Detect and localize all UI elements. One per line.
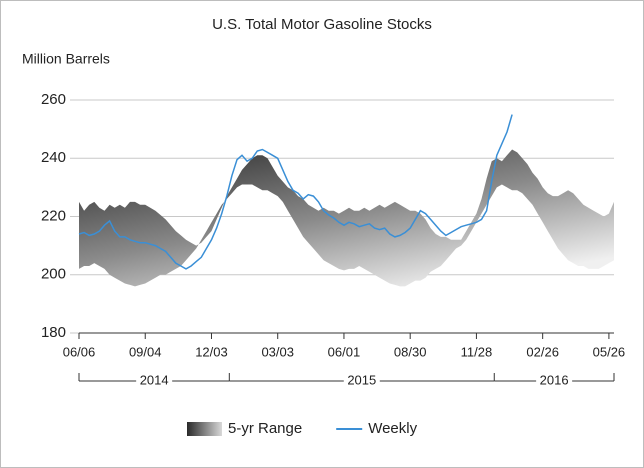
x-tick-label: 11/28 bbox=[461, 344, 493, 359]
year-label: 2015 bbox=[347, 372, 376, 387]
x-tick-label: 05/26 bbox=[593, 344, 626, 359]
x-tick-label: 06/01 bbox=[328, 344, 361, 359]
y-axis-label: Million Barrels bbox=[22, 51, 110, 67]
year-label-bg bbox=[536, 373, 573, 389]
year-label-bg bbox=[343, 373, 380, 389]
x-tick-label: 02/26 bbox=[526, 344, 559, 359]
y-tick-label: 200 bbox=[41, 266, 66, 283]
year-label-bg bbox=[136, 373, 173, 389]
weekly-line bbox=[78, 114, 513, 270]
y-tick-label: 180 bbox=[41, 324, 66, 341]
x-tick-label: 06/06 bbox=[63, 344, 96, 359]
y-tick-label: 220 bbox=[41, 207, 66, 224]
legend-swatch bbox=[187, 422, 222, 436]
x-tick-label: 12/03 bbox=[195, 344, 228, 359]
year-label: 2016 bbox=[540, 372, 569, 387]
x-tick-label: 03/03 bbox=[261, 344, 294, 359]
x-tick-label: 09/04 bbox=[129, 344, 162, 359]
chart-title: U.S. Total Motor Gasoline Stocks bbox=[212, 16, 432, 33]
year-label: 2014 bbox=[140, 372, 169, 387]
y-tick-label: 240 bbox=[41, 149, 66, 166]
y-tick-label: 260 bbox=[41, 91, 66, 108]
range-band bbox=[79, 149, 614, 287]
x-tick-label: 08/30 bbox=[394, 344, 427, 359]
legend-label: Weekly bbox=[368, 420, 417, 437]
legend-label: 5-yr Range bbox=[228, 420, 302, 437]
